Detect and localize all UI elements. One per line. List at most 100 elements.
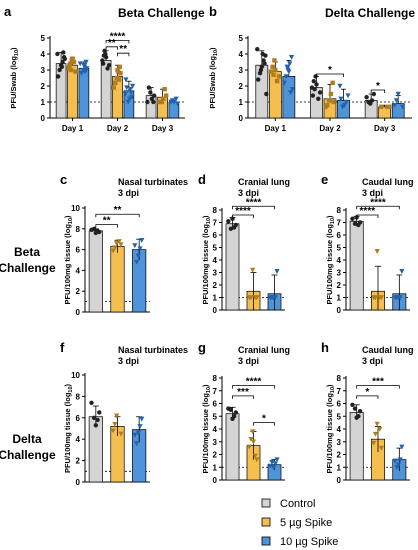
data-point-b (323, 104, 328, 109)
data-point-a (82, 69, 88, 75)
data-point-c (139, 238, 145, 243)
data-point-d (246, 295, 252, 301)
data-point-a (81, 63, 87, 68)
data-point-b (258, 67, 264, 73)
data-point-c (137, 246, 143, 252)
significance-bracket-a (105, 46, 118, 50)
data-point-b (400, 104, 406, 110)
significance-label-a: **** (110, 31, 126, 42)
y-tick-label-f: 6 (76, 414, 81, 423)
data-point-d (250, 267, 256, 273)
data-point-a (113, 80, 118, 85)
significance-bracket-b (370, 89, 386, 93)
y-tick-label-g: 5 (213, 412, 218, 421)
y-tick-label-a: 5 (41, 34, 46, 43)
data-point-a (175, 101, 181, 107)
y-tick-label-a: 4 (41, 50, 46, 59)
data-point-h (377, 426, 383, 432)
row-label-beta-line1: Beta (14, 245, 40, 259)
data-point-b (345, 93, 351, 99)
row-label-delta-line1: Delta (12, 432, 42, 446)
data-point-c (114, 241, 120, 247)
data-point-h (378, 445, 385, 451)
data-point-g (248, 437, 254, 442)
data-point-b (283, 74, 289, 80)
data-point-f (93, 423, 99, 428)
data-point-a (70, 56, 75, 61)
data-point-f (97, 410, 102, 415)
data-point-b (268, 69, 274, 74)
row-label-delta-line2: Challenge (0, 448, 56, 462)
data-point-e (350, 216, 355, 221)
data-point-g (233, 410, 239, 415)
data-point-b (366, 99, 371, 105)
data-point-c (132, 243, 138, 249)
data-point-c (112, 245, 118, 251)
y-tick-label-d: 3 (213, 269, 218, 278)
y-tick-label-h: 0 (337, 476, 342, 485)
data-point-g (230, 416, 235, 421)
data-point-a (79, 71, 85, 76)
y-tick-label-e: 2 (337, 281, 342, 290)
significance-bracket-e (356, 214, 379, 218)
data-point-c (93, 230, 99, 236)
y-tick-label-e: 0 (337, 306, 342, 315)
data-point-a (116, 77, 122, 82)
significance-label-b: * (376, 81, 380, 92)
y-tick-label-c: 0 (76, 308, 81, 317)
data-point-c (110, 248, 116, 254)
y-tick-label-h: 6 (337, 400, 342, 409)
significance-bracket-c (95, 213, 140, 218)
data-point-f (91, 415, 97, 420)
y-tick-label-f: 10 (71, 371, 80, 380)
legend-label-5ug: 5 µg Spike (280, 517, 332, 529)
y-tick-label-e: 7 (337, 219, 342, 228)
data-point-b (284, 64, 290, 70)
data-point-a (100, 61, 106, 66)
data-point-d (252, 295, 258, 301)
data-point-e (352, 221, 358, 226)
row-label-beta-line2: Challenge (0, 261, 56, 275)
panel-title-f: Nasal turbinates (118, 345, 188, 355)
data-point-a (80, 67, 86, 73)
data-point-h (371, 440, 377, 446)
y-tick-label-b: 2 (239, 82, 244, 91)
significance-label-c: ** (103, 216, 111, 227)
data-point-a (125, 99, 131, 105)
data-point-a (146, 85, 152, 90)
data-point-b (337, 83, 343, 89)
data-point-e (374, 249, 380, 254)
data-point-f (110, 428, 116, 434)
bar-c (88, 230, 103, 313)
data-point-b (338, 96, 344, 102)
data-point-b (310, 93, 316, 98)
significance-bracket-d (232, 205, 275, 210)
y-tick-label-f: 4 (76, 435, 81, 444)
data-point-b (276, 74, 282, 79)
x-tick-label-a: Day 2 (107, 124, 129, 133)
panel-letter-a: a (4, 4, 12, 19)
panel-letter-e: e (321, 172, 328, 187)
data-point-h (352, 406, 358, 411)
data-point-a (62, 56, 68, 61)
significance-label-a: ** (108, 38, 116, 49)
panel-subtitle-g: 3 dpi (238, 356, 259, 366)
data-point-b (369, 98, 375, 103)
y-tick-label-d: 2 (213, 281, 218, 290)
data-point-b (364, 95, 369, 100)
significance-label-g: * (262, 414, 266, 425)
data-point-b (312, 87, 317, 92)
y-tick-label-f: 0 (76, 478, 81, 487)
panel-title-c: Nasal turbinates (118, 177, 188, 187)
data-point-g (272, 461, 278, 467)
data-point-b (317, 90, 323, 95)
data-point-a (71, 59, 77, 65)
y-tick-label-c: 4 (76, 266, 81, 275)
data-point-a (59, 64, 65, 70)
significance-bracket-c (95, 224, 118, 228)
significance-bracket-a (117, 52, 130, 57)
y-tick-label-b: 0 (239, 114, 244, 123)
y-axis-label-d: PFU/100mg tissue (log10) (201, 215, 212, 305)
